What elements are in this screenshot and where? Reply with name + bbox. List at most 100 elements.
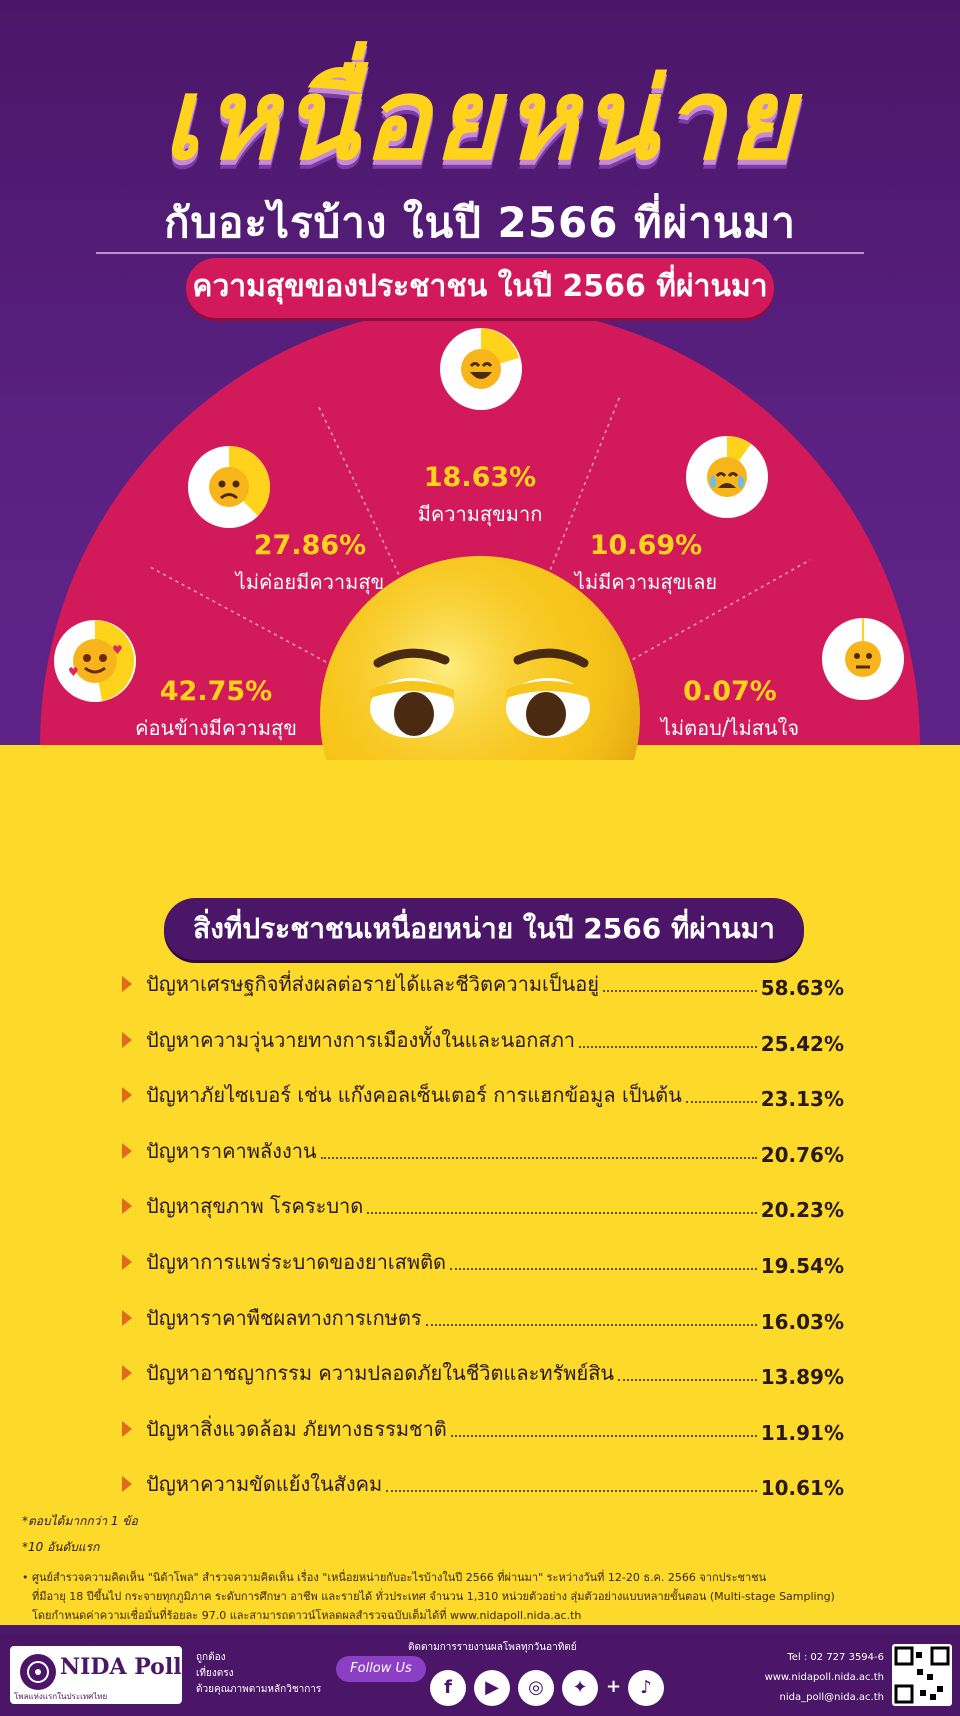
methodology-line: โดยกำหนดค่าความเชื่อมั่นที่ร้อยละ 97.0 แ… <box>32 1609 582 1622</box>
ranking-value: 25.42% <box>760 1031 844 1056</box>
subtitle: กับอะไรบ้าง ในปี 2566 ที่ผ่านมา <box>164 198 796 247</box>
ranking-row: ปัญหาสิ่งแวดล้อม ภัยทางธรรมชาติ 11.91% <box>122 1405 844 1445</box>
ranking-row: ปัญหาราคาพลังงาน 20.76% <box>122 1127 844 1167</box>
sad-face-icon <box>188 446 270 528</box>
follow-caption: ติดตามการรายงานผลโพลทุกวันอาทิตย์ <box>408 1642 577 1653</box>
bullet-arrow-icon <box>122 976 132 992</box>
ranking-row: ปัญหาความขัดแย้งในสังคม 10.61% <box>122 1460 844 1500</box>
ranking-row: ปัญหาเศรษฐกิจที่ส่งผลต่อรายได้และชีวิตคว… <box>122 960 844 1000</box>
dotted-leader <box>602 990 757 992</box>
ranking-row: ปัญหาสุขภาพ โรคระบาด 20.23% <box>122 1182 844 1222</box>
bullet-arrow-icon <box>122 1031 132 1048</box>
happiness-fan <box>40 305 920 760</box>
happiness-value: 10.69% <box>589 530 703 561</box>
ranking-label: ปัญหาความวุ่นวายทางการเมืองทั้งในและนอกส… <box>146 1027 576 1052</box>
ranking-label: ปัญหาสิ่งแวดล้อม ภัยทางธรรมชาติ <box>146 1416 447 1441</box>
happiness-label: ไม่ตอบ/ไม่สนใจ <box>660 716 800 740</box>
bullet-arrow-icon <box>122 1476 132 1493</box>
contact-info: Tel : 02 727 3594-6 www.nidapoll.nida.ac… <box>765 1648 884 1708</box>
dotted-leader <box>685 1101 757 1104</box>
dotted-leader <box>579 1045 757 1048</box>
tagline-line: ถูกต้อง <box>196 1652 226 1663</box>
happiness-label: ค่อนข้างมีความสุข <box>135 716 297 740</box>
dotted-leader <box>450 1434 757 1437</box>
dotted-leader <box>425 1323 757 1326</box>
happiness-value: 27.86% <box>253 530 367 561</box>
happiness-label: ไม่มีความสุขเลย <box>574 570 718 594</box>
happiness-label: มีความสุขมาก <box>417 502 543 526</box>
love-face-icon: ♥ ♥ <box>54 620 136 702</box>
bullet-arrow-icon <box>122 1309 132 1326</box>
bullet-arrow-icon <box>122 1254 132 1270</box>
svg-text:♥: ♥ <box>68 665 79 679</box>
ranking-label: ปัญหาราคาพลังงาน <box>146 1138 317 1163</box>
methodology-text: • ศูนย์สำรวจความคิดเห็น "นิด้าโพล" สำรวจ… <box>22 1568 942 1625</box>
ranking-label: ปัญหาความขัดแย้งในสังคม <box>146 1472 383 1497</box>
svg-text:♥: ♥ <box>112 643 123 657</box>
ranking-row: ปัญหาอาชญากรรม ความปลอดภัยในชีวิตและทรัพ… <box>122 1349 844 1389</box>
ranking-label: ปัญหาอาชญากรรม ความปลอดภัยในชีวิตและทรัพ… <box>146 1361 615 1386</box>
meh-face-icon <box>822 618 904 700</box>
plus-icon: + <box>606 1676 622 1697</box>
facebook-icon[interactable]: f <box>430 1670 466 1706</box>
email-link[interactable]: nida_poll@nida.ac.th <box>779 1692 884 1703</box>
ranking-label: ปัญหาสุขภาพ โรคระบาด <box>146 1194 364 1219</box>
ranking-label: ปัญหาเศรษฐกิจที่ส่งผลต่อรายได้และชีวิตคว… <box>146 972 599 996</box>
ranking-row: ปัญหาความวุ่นวายทางการเมืองทั้งในและนอกส… <box>122 1016 844 1056</box>
dotted-leader <box>386 1490 757 1493</box>
ranking-row: ปัญหาการแพร่ระบาดของยาเสพติด 19.54% <box>122 1238 844 1278</box>
bullet-arrow-icon <box>122 1198 132 1215</box>
footer-tagline: ถูกต้อง เที่ยงตรง ด้วยคุณภาพตามหลักวิชาก… <box>196 1650 321 1698</box>
ranking-value: 13.89% <box>760 1365 844 1390</box>
dotted-leader <box>450 1268 757 1270</box>
happiness-value: 18.63% <box>423 462 537 493</box>
tagline-line: ด้วยคุณภาพตามหลักวิชาการ <box>196 1684 322 1695</box>
twitter-icon[interactable]: ✦ <box>562 1670 598 1706</box>
qr-code-icon[interactable] <box>892 1644 952 1706</box>
dotted-leader <box>618 1379 757 1382</box>
dotted-leader <box>320 1156 757 1159</box>
methodology-line: ที่มีอายุ 18 ปีขึ้นไป กระจายทุกภูมิภาค ร… <box>32 1590 835 1603</box>
bullet-arrow-icon <box>122 1365 132 1382</box>
ranking-value: 11.91% <box>760 1420 844 1445</box>
instagram-icon[interactable]: ◎ <box>518 1670 554 1706</box>
ranking-value: 23.13% <box>760 1087 844 1112</box>
ranking-label: ปัญหาการแพร่ระบาดของยาเสพติด <box>146 1250 447 1274</box>
ranking-background <box>0 745 960 1625</box>
main-title: เหนื่อยหน่าย <box>161 55 799 185</box>
grin-face-icon <box>440 328 522 410</box>
happiness-value: 0.07% <box>683 676 777 707</box>
tiktok-icon[interactable]: ♪ <box>628 1670 664 1706</box>
ranking-heading: สิ่งที่ประชาชนเหนื่อยหน่าย ในปี 2566 ที่… <box>164 898 804 960</box>
logo-text: NIDA Poll <box>60 1654 182 1680</box>
tagline-line: เที่ยงตรง <box>196 1668 234 1679</box>
happiness-value: 42.75% <box>159 676 273 707</box>
phone-text: Tel : 02 727 3594-6 <box>787 1652 884 1663</box>
note-top-ten: *10 อันดับแรก <box>22 1540 100 1554</box>
happiness-label: ไม่ค่อยมีความสุข <box>235 570 385 594</box>
fan-semicircle <box>40 305 920 745</box>
ranking-value: 20.76% <box>760 1142 844 1167</box>
website-link[interactable]: www.nidapoll.nida.ac.th <box>764 1672 884 1683</box>
follow-us-label: Follow Us <box>336 1656 426 1682</box>
youtube-icon[interactable]: ▶ <box>474 1670 510 1706</box>
ranking-label: ปัญหาราคาพืชผลทางการเกษตร <box>146 1305 422 1330</box>
methodology-line: • ศูนย์สำรวจความคิดเห็น "นิด้าโพล" สำรวจ… <box>22 1571 767 1584</box>
ranking-row: ปัญหาภัยไซเบอร์ เช่น แก๊งคอลเซ็นเตอร์ กา… <box>122 1071 844 1111</box>
bullet-arrow-icon <box>122 1087 132 1104</box>
ranking-value: 58.63% <box>760 976 844 1000</box>
title-divider <box>96 252 864 254</box>
dotted-leader <box>367 1212 757 1215</box>
ranking-value: 10.61% <box>760 1476 844 1501</box>
ranking-label: ปัญหาภัยไซเบอร์ เช่น แก๊งคอลเซ็นเตอร์ กา… <box>146 1083 682 1108</box>
crying-face-icon <box>686 436 768 518</box>
ranking-value: 20.23% <box>760 1198 844 1223</box>
bullet-arrow-icon <box>122 1420 132 1437</box>
ranking-value: 19.54% <box>760 1254 844 1278</box>
note-multiple-answers: *ตอบได้มากกว่า 1 ข้อ <box>22 1514 138 1528</box>
nida-poll-logo[interactable] <box>10 1646 182 1704</box>
bullet-arrow-icon <box>122 1142 132 1159</box>
logo-subtitle: โพลแห่งแรกในประเทศไทย <box>14 1692 108 1701</box>
ranking-row: ปัญหาราคาพืชผลทางการเกษตร 16.03% <box>122 1294 844 1334</box>
ranking-value: 16.03% <box>760 1309 844 1334</box>
